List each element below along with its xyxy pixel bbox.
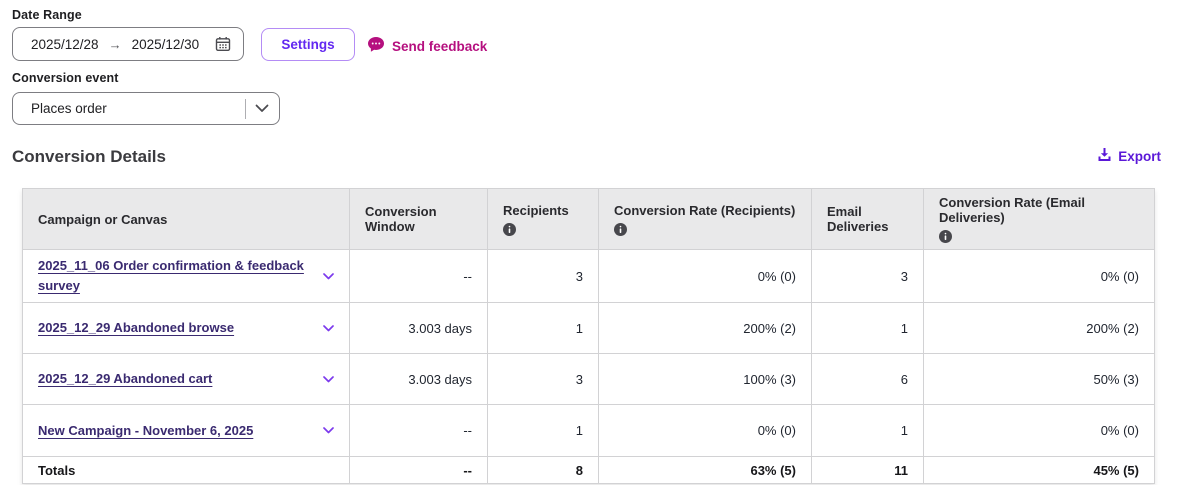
send-feedback-label: Send feedback xyxy=(392,38,488,54)
conversion-event-select[interactable]: Places order xyxy=(12,92,280,125)
chevron-down-icon[interactable] xyxy=(315,427,334,434)
conversion-event-label: Conversion event xyxy=(12,71,119,85)
chevron-down-icon[interactable] xyxy=(315,272,334,280)
conversion-rate-email-deliveries-value: 200% (2) xyxy=(923,302,1155,355)
chevron-down-icon[interactable] xyxy=(315,324,334,332)
conversion-rate-email-deliveries-value: 50% (3) xyxy=(923,353,1155,406)
col-header-recipients: Recipients xyxy=(487,188,599,250)
email-deliveries-value: 6 xyxy=(811,353,924,406)
col-header-conversion-rate-recipients: Conversion Rate (Recipients) xyxy=(598,188,812,250)
conversion-rate-email-deliveries-value: 0% (0) xyxy=(923,248,1155,304)
select-divider xyxy=(245,98,246,119)
chat-bubble-icon xyxy=(367,36,385,56)
totals-label: Totals xyxy=(22,456,350,485)
info-icon[interactable] xyxy=(503,222,583,236)
export-label: Export xyxy=(1118,148,1161,164)
date-range-input[interactable]: 2025/12/28 → 2025/12/30 xyxy=(12,27,244,61)
email-deliveries-value: 3 xyxy=(811,248,924,304)
col-header-email-deliveries: Email Deliveries xyxy=(811,188,924,250)
table-header-row: Campaign or Canvas Conversion Window Rec… xyxy=(22,188,1155,250)
recipients-value: 1 xyxy=(487,302,599,355)
conversion-details-table: Campaign or Canvas Conversion Window Rec… xyxy=(22,188,1155,485)
campaign-link[interactable]: 2025_12_29 Abandoned browse xyxy=(38,320,235,336)
table-row: 2025_11_06 Order confirmation & feedback… xyxy=(22,248,1155,304)
totals-email-deliveries: 11 xyxy=(811,456,924,485)
recipients-value: 3 xyxy=(487,353,599,406)
conversion-rate-recipients-value: 0% (0) xyxy=(598,404,812,458)
table-row: 2025_12_29 Abandoned browse 3.003 days 1… xyxy=(22,302,1155,355)
table-row: 2025_12_29 Abandoned cart 3.003 days 3 1… xyxy=(22,353,1155,406)
conversion-window-value: 3.003 days xyxy=(349,353,488,406)
email-deliveries-value: 1 xyxy=(811,404,924,458)
campaign-link[interactable]: 2025_12_29 Abandoned cart xyxy=(38,371,213,387)
arrow-right-icon: → xyxy=(108,36,122,52)
campaign-link[interactable]: 2025_11_06 Order confirmation & feedback… xyxy=(38,258,304,294)
conversion-rate-recipients-value: 200% (2) xyxy=(598,302,812,355)
conversion-rate-recipients-value: 0% (0) xyxy=(598,248,812,304)
chevron-down-icon[interactable] xyxy=(315,375,334,383)
info-icon[interactable] xyxy=(614,222,796,236)
totals-row: Totals -- 8 63% (5) 11 45% (5) xyxy=(22,456,1155,485)
conversion-event-value: Places order xyxy=(31,101,107,116)
date-start-value[interactable]: 2025/12/28 xyxy=(31,36,99,52)
conversion-window-value: 3.003 days xyxy=(349,302,488,355)
conversion-window-value: -- xyxy=(349,248,488,304)
calendar-icon[interactable] xyxy=(215,36,231,52)
col-header-campaign: Campaign or Canvas xyxy=(22,188,350,250)
download-icon xyxy=(1097,147,1112,165)
chevron-down-icon[interactable] xyxy=(255,104,269,113)
recipients-value: 3 xyxy=(487,248,599,304)
col-header-conversion-window: Conversion Window xyxy=(349,188,488,250)
export-button[interactable]: Export xyxy=(1097,147,1161,165)
totals-conversion-rate-email-deliveries: 45% (5) xyxy=(923,456,1155,485)
send-feedback-link[interactable]: Send feedback xyxy=(367,36,487,56)
conversion-rate-recipients-value: 100% (3) xyxy=(598,353,812,406)
totals-recipients: 8 xyxy=(487,456,599,485)
page-title: Conversion Details xyxy=(12,147,166,166)
totals-conversion-window: -- xyxy=(349,456,488,485)
conversion-rate-email-deliveries-value: 0% (0) xyxy=(923,404,1155,458)
email-deliveries-value: 1 xyxy=(811,302,924,355)
campaign-link[interactable]: New Campaign - November 6, 2025 xyxy=(38,422,254,438)
col-header-conversion-rate-email-deliveries: Conversion Rate (Email Deliveries) xyxy=(923,188,1155,250)
info-icon[interactable] xyxy=(939,230,1139,243)
date-range-label: Date Range xyxy=(12,8,82,22)
totals-conversion-rate-recipients: 63% (5) xyxy=(598,456,812,485)
recipients-value: 1 xyxy=(487,404,599,458)
settings-button[interactable]: Settings xyxy=(261,28,355,61)
date-end-value[interactable]: 2025/12/30 xyxy=(131,36,200,52)
conversion-window-value: -- xyxy=(349,404,488,458)
table-row: New Campaign - November 6, 2025 -- 1 0% … xyxy=(22,404,1155,458)
